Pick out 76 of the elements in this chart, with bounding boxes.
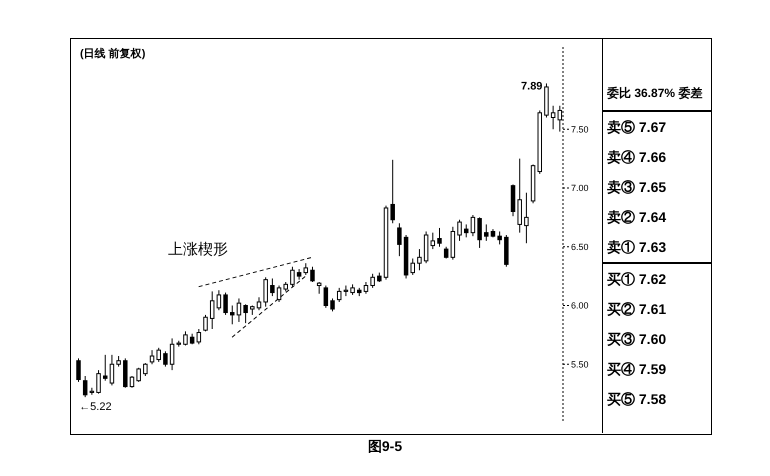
candlestick — [143, 362, 148, 376]
candlestick — [276, 285, 282, 302]
candlestick — [470, 214, 476, 237]
candlestick — [310, 266, 315, 282]
candlestick — [457, 219, 462, 242]
candlestick — [116, 356, 121, 368]
candlestick — [330, 298, 335, 312]
candlestick — [350, 284, 355, 296]
candlestick — [437, 227, 442, 248]
caption: 图9-5 — [366, 438, 404, 456]
candlestick — [163, 350, 168, 368]
candlestick — [223, 292, 228, 316]
candlestick — [364, 282, 368, 294]
text: 委比 36.87% 委差 — [603, 76, 711, 112]
y-tick-label: 7.50 — [571, 124, 589, 134]
candlestick — [410, 258, 415, 276]
candlestick — [430, 232, 436, 250]
candlestick — [304, 262, 308, 276]
candlestick — [263, 276, 268, 308]
candlestick — [183, 330, 188, 346]
candlestick — [256, 296, 262, 311]
candlestick — [524, 192, 529, 244]
candlestick — [270, 278, 275, 297]
candlestick — [377, 272, 382, 282]
candlestick — [110, 354, 114, 386]
text: 买③ 7.60 — [606, 330, 668, 349]
candlestick — [190, 333, 194, 345]
candlestick — [130, 376, 134, 388]
candlestick — [76, 358, 81, 382]
candlestick — [497, 230, 502, 245]
annotation: ←5.22 — [79, 401, 112, 414]
text: 买① 7.62 — [606, 270, 668, 289]
candlestick — [243, 304, 248, 324]
annotation: 上涨楔形 — [168, 240, 228, 259]
text: 卖④ 7.66 — [606, 148, 668, 167]
candlestick — [484, 224, 489, 242]
candlestick — [250, 305, 255, 316]
candlestick — [216, 290, 222, 311]
candlestick — [156, 347, 161, 362]
candlestick — [150, 350, 154, 365]
y-tick-label: 5.50 — [571, 359, 589, 370]
candlestick — [344, 285, 348, 297]
chart-title: (日线 前复权) — [80, 46, 146, 61]
text: 卖① 7.63 — [603, 232, 711, 264]
candlestick — [136, 367, 141, 382]
y-tick-label: 6.00 — [571, 300, 589, 311]
text: 买④ 7.59 — [606, 360, 668, 379]
candlestick — [464, 224, 468, 238]
text: 卖⑤ 7.67 — [606, 118, 668, 137]
candlestick — [230, 305, 235, 325]
candlestick — [236, 298, 242, 322]
y-tick-label: 7.00 — [571, 183, 589, 194]
candlestick — [102, 354, 108, 382]
text: 卖② 7.64 — [606, 208, 668, 227]
candlestick — [417, 248, 422, 271]
candlestick — [324, 285, 328, 308]
y-tick-label: 6.50 — [571, 242, 589, 252]
candlestick — [550, 105, 556, 130]
text: 买② 7.61 — [606, 300, 668, 319]
candlestick — [96, 370, 101, 394]
candlestick — [196, 328, 202, 345]
candlestick — [203, 314, 208, 332]
text: 买⑤ 7.58 — [606, 390, 668, 409]
candlestick — [316, 282, 322, 294]
candlestick — [210, 290, 214, 330]
candlestick — [82, 376, 88, 398]
candlestick — [397, 222, 402, 257]
candlestick — [283, 282, 288, 292]
candlestick — [336, 287, 342, 302]
annotation: 7.89 — [521, 80, 542, 92]
candlestick — [477, 216, 482, 248]
candlestick — [390, 159, 395, 224]
candlestick — [444, 246, 448, 259]
text: 卖③ 7.65 — [606, 178, 668, 197]
candlestick — [170, 338, 174, 371]
candlestick — [370, 273, 375, 288]
